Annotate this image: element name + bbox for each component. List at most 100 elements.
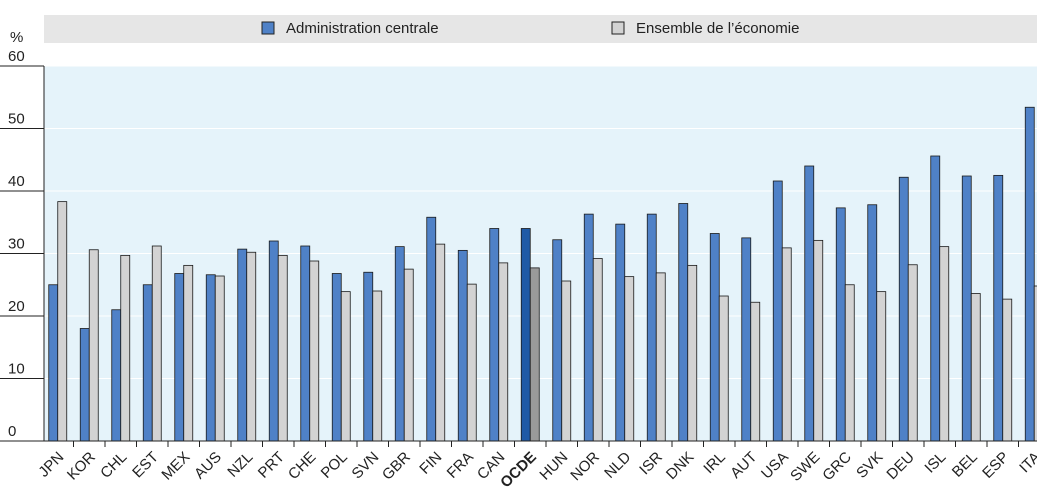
bar bbox=[993, 174, 1004, 442]
bar bbox=[561, 280, 572, 442]
x-tick-label: ISR bbox=[636, 449, 666, 479]
bar bbox=[1002, 298, 1013, 442]
bar bbox=[772, 180, 783, 442]
bar bbox=[520, 228, 531, 442]
x-tick-label: ESP bbox=[979, 449, 1012, 482]
bar bbox=[237, 248, 248, 442]
bar bbox=[655, 272, 666, 442]
bar bbox=[466, 283, 477, 442]
legend-label: Ensemble de l’économie bbox=[636, 20, 799, 37]
bar bbox=[394, 246, 405, 442]
bar bbox=[363, 271, 374, 442]
y-tick-label: 20 bbox=[8, 298, 25, 315]
x-tick-label: OCDE bbox=[497, 449, 540, 491]
bar bbox=[930, 155, 941, 442]
bar bbox=[426, 216, 437, 442]
bar bbox=[813, 239, 824, 442]
bar bbox=[804, 165, 815, 442]
bar bbox=[88, 249, 99, 442]
bar bbox=[174, 273, 185, 442]
x-tick-label: PRT bbox=[255, 449, 288, 482]
bar bbox=[300, 245, 311, 442]
bar bbox=[498, 262, 509, 442]
bar bbox=[214, 275, 225, 442]
x-tick-label: CHE bbox=[285, 449, 319, 483]
bar bbox=[844, 284, 855, 442]
bar bbox=[268, 240, 279, 442]
bar bbox=[939, 246, 950, 442]
legend-swatch bbox=[611, 21, 625, 35]
x-tick-label: USA bbox=[758, 449, 792, 483]
x-tick-label: SVN bbox=[349, 449, 383, 483]
bar bbox=[435, 243, 446, 442]
bar bbox=[372, 290, 383, 442]
x-tick-label: GRC bbox=[819, 449, 855, 485]
bar bbox=[529, 267, 540, 442]
bar bbox=[750, 301, 761, 442]
bar bbox=[1024, 106, 1035, 442]
y-tick-label: 50 bbox=[8, 110, 25, 127]
x-tick-label: EST bbox=[129, 449, 162, 482]
bar bbox=[246, 251, 257, 442]
bar bbox=[205, 274, 216, 442]
bar bbox=[331, 273, 342, 442]
legend-swatch bbox=[261, 21, 275, 35]
bar bbox=[277, 254, 288, 442]
bar bbox=[79, 328, 90, 442]
x-tick-label: SVK bbox=[853, 449, 886, 482]
bar bbox=[151, 245, 162, 442]
bar bbox=[57, 201, 68, 442]
x-tick-label: DNK bbox=[663, 449, 697, 483]
bar bbox=[781, 247, 792, 442]
x-tick-label: DEU bbox=[883, 449, 917, 483]
x-tick-label: ISL bbox=[921, 449, 949, 477]
x-tick-label: NZL bbox=[224, 449, 256, 481]
bar bbox=[552, 239, 563, 442]
x-tick-label: IRL bbox=[700, 449, 729, 478]
x-tick-label: NLD bbox=[601, 449, 634, 482]
bar bbox=[1033, 285, 1037, 442]
x-tick-label: KOR bbox=[64, 449, 99, 484]
y-unit: % bbox=[10, 29, 23, 46]
y-tick-label: 40 bbox=[8, 173, 25, 190]
bar bbox=[741, 237, 752, 442]
bar bbox=[678, 203, 689, 442]
bar bbox=[183, 264, 194, 442]
legend-band bbox=[44, 15, 1037, 43]
bar bbox=[624, 276, 635, 442]
x-tick-label: HUN bbox=[536, 449, 571, 484]
x-tick-label: AUT bbox=[727, 449, 760, 482]
bar bbox=[340, 291, 351, 442]
bar bbox=[646, 213, 657, 442]
x-tick-label: SWE bbox=[787, 449, 823, 485]
bar bbox=[835, 207, 846, 442]
x-tick-label: JPN bbox=[35, 449, 67, 481]
x-tick-label: POL bbox=[318, 449, 351, 482]
bar bbox=[48, 284, 59, 442]
bar bbox=[457, 249, 468, 442]
bar bbox=[718, 295, 729, 442]
y-tick-label: 60 bbox=[8, 48, 25, 65]
bar bbox=[876, 291, 887, 442]
y-tick-label: 0 bbox=[8, 423, 16, 440]
bar bbox=[142, 284, 153, 442]
x-tick-label: FIN bbox=[416, 449, 445, 478]
x-tick-label: NOR bbox=[567, 449, 603, 485]
bar bbox=[309, 260, 320, 442]
bar bbox=[111, 309, 122, 442]
x-tick-label: AUS bbox=[191, 449, 225, 483]
bar bbox=[970, 293, 981, 442]
bar bbox=[961, 175, 972, 442]
y-tick-label: 30 bbox=[8, 235, 25, 252]
bar bbox=[687, 264, 698, 442]
bar bbox=[615, 223, 626, 442]
bar bbox=[592, 258, 603, 442]
bar bbox=[403, 268, 414, 442]
bar bbox=[709, 233, 720, 442]
x-tick-label: BEL bbox=[949, 449, 981, 481]
x-tick-label: GBR bbox=[379, 449, 414, 484]
y-tick-label: 10 bbox=[8, 360, 25, 377]
x-tick-label: MEX bbox=[158, 449, 193, 484]
bar bbox=[907, 264, 918, 442]
bar bbox=[867, 204, 878, 442]
